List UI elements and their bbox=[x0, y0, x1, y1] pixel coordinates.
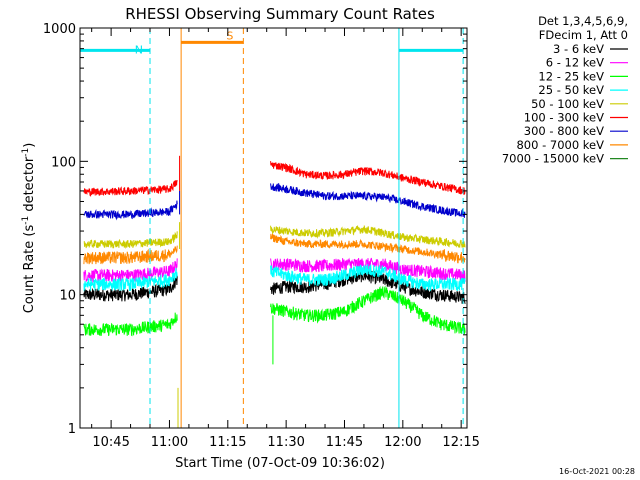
flag-label-S: S bbox=[226, 29, 233, 42]
legend-header-line-1: Det 1,3,4,5,6,9, bbox=[538, 14, 628, 28]
legend-entry-label-8: 7000 - 15000 keV bbox=[502, 152, 604, 166]
x-axis-label: Start Time (07-Oct-09 10:36:02) bbox=[175, 456, 385, 471]
y-axis-label-text: Count Rate (s bbox=[22, 225, 37, 314]
legend-entry-label-6: 300 - 800 keV bbox=[524, 124, 604, 138]
series-line-7-before bbox=[83, 245, 178, 265]
y-axis-label-mid: detector bbox=[22, 156, 37, 216]
series-line-0-after bbox=[270, 269, 466, 304]
x-tick-label-3: 11:30 bbox=[267, 435, 304, 450]
y-axis-label-sup1: -1 bbox=[21, 216, 31, 225]
x-tick-label-2: 11:15 bbox=[209, 435, 246, 450]
series-line-6-before bbox=[83, 200, 178, 221]
x-tick-label-6: 12:15 bbox=[442, 435, 479, 450]
plot-frame bbox=[79, 27, 468, 429]
legend-entry-label-1: 6 - 12 keV bbox=[546, 56, 604, 70]
series-line-4-after bbox=[270, 225, 466, 248]
x-tick-label-4: 11:45 bbox=[326, 435, 363, 450]
y-axis-label-sup2: -1 bbox=[21, 148, 31, 157]
legend-entry-label-3: 25 - 50 keV bbox=[538, 83, 604, 97]
series-line-2-before bbox=[83, 312, 178, 337]
legend-entry-label-7: 800 - 7000 keV bbox=[516, 138, 604, 152]
series-line-3-after bbox=[270, 264, 466, 292]
legend-entry-label-2: 12 - 25 keV bbox=[538, 69, 604, 83]
x-tick-label-5: 12:00 bbox=[384, 435, 421, 450]
x-tick-label-1: 11:00 bbox=[151, 435, 188, 450]
legend: Det 1,3,4,5,6,9, FDecim 1, Att 0 3 - 6 k… bbox=[502, 14, 628, 166]
series-line-3-before bbox=[83, 267, 178, 292]
series-line-6-after bbox=[270, 182, 466, 218]
legend-entry-label-4: 50 - 100 keV bbox=[531, 97, 604, 111]
axes: 10:45 11:00 11:15 11:30 11:45 12:00 12:15 1 10 10… bbox=[43, 22, 480, 450]
y-tick-label-0: 1 bbox=[68, 422, 76, 437]
legend-entry-label-0: 3 - 6 keV bbox=[553, 42, 604, 56]
chart-title: RHESSI Observing Summary Count Rates bbox=[125, 5, 435, 23]
legend-header-line-2: FDecim 1, Att 0 bbox=[539, 28, 628, 42]
series-line-0-before bbox=[83, 275, 178, 302]
y-axis-label: Count Rate (s-1 detector-1) bbox=[21, 143, 37, 314]
series-line-1-after bbox=[270, 257, 466, 282]
series-line-5-after bbox=[270, 161, 466, 196]
y-axis-label-end: ) bbox=[22, 143, 37, 148]
series-line-1-before bbox=[83, 258, 178, 284]
series-lines bbox=[83, 155, 466, 428]
series-line-5-before bbox=[83, 179, 178, 197]
x-tick-label-0: 10:45 bbox=[92, 435, 129, 450]
y-tick-label-2: 100 bbox=[51, 155, 76, 170]
series-line-4-before bbox=[83, 231, 178, 250]
y-tick-label-3: 1000 bbox=[43, 22, 76, 37]
flag-label-N: N bbox=[135, 43, 143, 56]
series-line-7-after bbox=[270, 233, 466, 264]
series-line-2-after bbox=[270, 285, 466, 335]
footer-date: 16-Oct-2021 00:28 bbox=[559, 467, 635, 476]
legend-entry-label-5: 100 - 300 keV bbox=[524, 111, 604, 125]
y-tick-label-1: 10 bbox=[59, 289, 76, 304]
